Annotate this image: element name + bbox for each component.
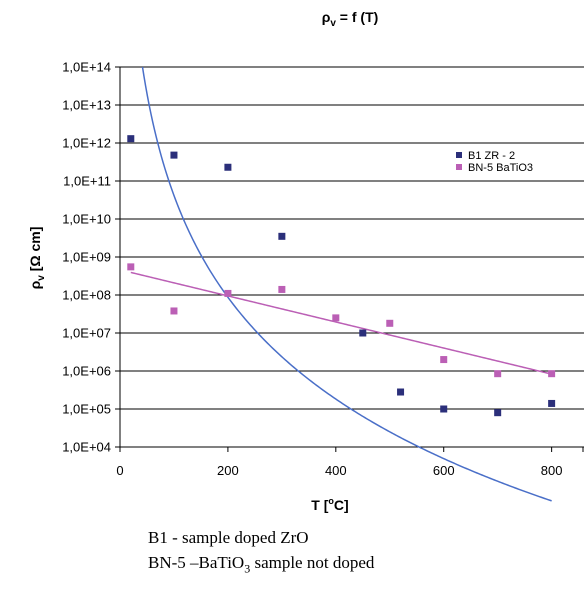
data-point xyxy=(332,314,340,322)
x-axis-label: T [oC] xyxy=(311,496,348,513)
y-axis-ticks: 1,0E+04 1,0E+05 1,0E+06 1,0E+07 1,0E+08 1,0E+… xyxy=(62,60,120,455)
data-point xyxy=(170,151,178,159)
data-point xyxy=(548,399,556,407)
x-tick-label: 0 xyxy=(116,463,123,478)
y-tick-label: 1,0E+11 xyxy=(63,174,111,189)
trendlines xyxy=(130,66,552,502)
data-point xyxy=(278,285,286,293)
x-tick-label: 400 xyxy=(325,463,347,478)
data-point xyxy=(224,289,232,297)
data-point xyxy=(359,329,367,337)
y-tick-label: 1,0E+09 xyxy=(62,250,111,265)
data-point xyxy=(440,356,448,364)
y-tick-label: 1,0E+10 xyxy=(62,212,111,227)
data-points xyxy=(127,135,556,417)
data-point xyxy=(224,163,232,171)
caption-line-2-sub: 3 xyxy=(244,561,251,576)
trendline xyxy=(130,271,552,375)
data-point xyxy=(494,370,502,378)
y-tick-label: 1,0E+12 xyxy=(62,136,111,151)
x-tick-label: 200 xyxy=(217,463,239,478)
caption-line-1: B1 - sample doped ZrO xyxy=(148,528,309,547)
x-tick-label: 600 xyxy=(433,463,455,478)
data-point xyxy=(386,319,394,327)
trendline xyxy=(141,66,552,502)
legend-label: BN-5 BaTiO3 xyxy=(468,162,533,174)
caption-line-2: BN-5 –BaTiO3 sample not doped xyxy=(148,553,374,576)
legend-marker xyxy=(456,164,462,170)
chart-title: ρv = f (T) xyxy=(322,9,379,29)
y-tick-label: 1,0E+13 xyxy=(62,98,111,113)
y-tick-label: 1,0E+07 xyxy=(62,326,111,341)
legend-label: B1 ZR - 2 xyxy=(468,150,515,162)
caption-line-2-part1: BN-5 –BaTiO xyxy=(148,553,245,572)
y-tick-label: 1,0E+06 xyxy=(62,364,111,379)
data-point xyxy=(170,307,178,315)
data-point xyxy=(440,405,448,413)
x-tick-label: 800 xyxy=(541,463,563,478)
y-tick-label: 1,0E+05 xyxy=(62,402,111,417)
x-axis-ticks: 0 200 400 600 800 xyxy=(116,447,584,478)
y-axis-label: ρv [Ω cm] xyxy=(27,227,47,290)
data-point xyxy=(127,135,135,143)
y-tick-label: 1,0E+08 xyxy=(62,288,111,303)
grid xyxy=(120,66,584,410)
data-point xyxy=(127,263,135,271)
y-tick-label: 1,0E+04 xyxy=(62,440,111,455)
data-point xyxy=(397,388,405,396)
data-point xyxy=(548,370,556,378)
data-point xyxy=(494,409,502,417)
legend-marker xyxy=(456,152,462,158)
data-point xyxy=(278,232,286,240)
legend: B1 ZR - 2BN-5 BaTiO3 xyxy=(456,150,533,174)
y-tick-label: 1,0E+14 xyxy=(62,60,111,75)
chart: ρv = f (T) 1,0E+041,0E+051,0E+061,0E+071… xyxy=(27,9,584,513)
caption-line-2-part2: sample not doped xyxy=(250,553,375,572)
